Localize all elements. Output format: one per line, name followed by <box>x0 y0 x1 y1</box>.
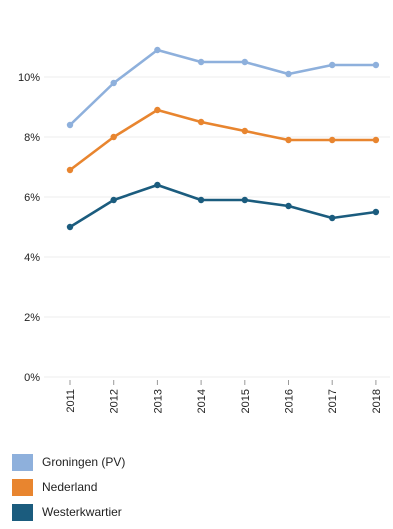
x-tick-label: 2013 <box>152 389 164 413</box>
legend-label: Nederland <box>42 480 98 494</box>
x-tick-label: 2014 <box>196 389 208 413</box>
data-point-2-6 <box>329 214 336 222</box>
data-point-1-2 <box>154 106 161 114</box>
data-point-1-0 <box>66 166 74 174</box>
legend-swatch <box>12 478 33 496</box>
line-chart: 0% 2% 4% 6% 8% 10% 2011 2012 2013 2014 2015 2016 201… <box>18 46 390 413</box>
x-tick-label: 2011 <box>65 389 77 413</box>
legend-item: Groningen (PV) <box>12 452 125 472</box>
data-point-0-4 <box>241 58 248 66</box>
data-point-0-5 <box>285 70 292 78</box>
data-point-1-3 <box>197 118 205 126</box>
data-point-0-6 <box>329 61 336 69</box>
y-tick-label: 2% <box>24 312 40 324</box>
data-point-0-3 <box>197 58 205 66</box>
data-point-2-4 <box>241 196 248 204</box>
x-tick-label: 2012 <box>109 389 121 413</box>
legend-item: Westerkwartier <box>12 502 125 522</box>
series-line-1 <box>69 108 376 172</box>
legend-swatch <box>12 503 33 521</box>
y-tick-label: 4% <box>24 252 40 264</box>
data-point-1-4 <box>241 127 248 135</box>
data-point-1-7 <box>372 136 380 144</box>
legend-label: Groningen (PV) <box>42 455 126 469</box>
legend-swatch <box>12 453 33 471</box>
x-tick-label: 2015 <box>240 389 252 413</box>
data-point-2-1 <box>110 196 117 204</box>
y-tick-label: 6% <box>24 192 40 204</box>
legend-label: Westerkwartier <box>42 505 122 519</box>
series-line-2 <box>69 183 377 229</box>
data-point-2-2 <box>154 181 161 189</box>
data-point-0-1 <box>110 79 117 87</box>
legend-item: Nederland <box>12 477 125 497</box>
x-tick-label: 2018 <box>371 389 383 413</box>
data-point-2-0 <box>66 223 74 231</box>
x-tick-label: 2017 <box>327 389 339 413</box>
y-tick-label: 0% <box>24 372 40 384</box>
legend: Groningen (PV) Nederland Westerkwartier <box>12 452 125 527</box>
data-point-2-3 <box>197 196 205 204</box>
data-point-1-5 <box>285 136 292 144</box>
y-tick-label: 10% <box>18 72 40 84</box>
data-point-0-0 <box>66 121 74 129</box>
series-line-0 <box>69 48 376 126</box>
data-point-1-1 <box>110 133 117 141</box>
chart-svg: 0% 2% 4% 6% 8% 10% 2011 2012 2013 2014 2015 2016 201… <box>18 46 390 413</box>
data-point-0-2 <box>154 46 161 54</box>
data-point-2-5 <box>285 202 292 210</box>
y-tick-label: 8% <box>24 132 40 144</box>
data-point-1-6 <box>329 136 336 144</box>
data-point-2-7 <box>372 208 380 216</box>
data-point-0-7 <box>372 61 380 69</box>
x-tick-label: 2016 <box>284 389 296 413</box>
